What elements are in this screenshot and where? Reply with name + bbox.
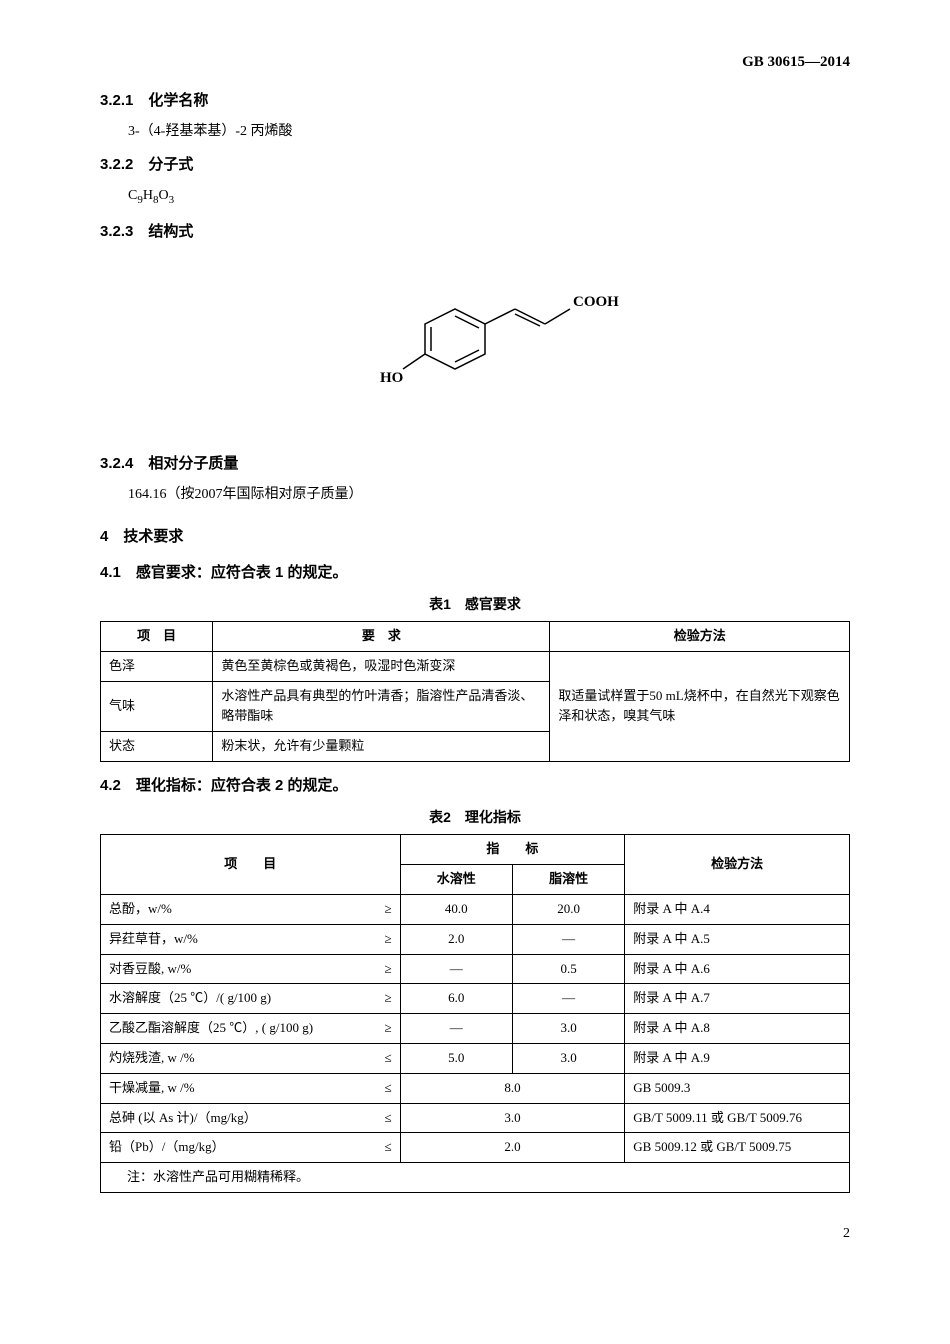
- section-title: 理化指标：应符合表 2 的规定。: [136, 777, 348, 794]
- table-2: 项 目 指 标 检验方法 水溶性 脂溶性 总酚，w/%≥ 40.0 20.0 附…: [100, 834, 850, 1193]
- cell: 附录 A 中 A.7: [625, 984, 850, 1014]
- section-3-2-1: 3.2.1 化学名称: [100, 89, 850, 113]
- th-req: 要 求: [213, 621, 550, 651]
- table-row: 干燥减量, w /%≤ 8.0 GB 5009.3: [101, 1073, 850, 1103]
- th-item: 项 目: [101, 621, 213, 651]
- cell: 0.5: [512, 954, 624, 984]
- th-spec: 指 标: [400, 835, 625, 865]
- section-num: 3.2.3: [100, 223, 133, 240]
- cell: 3.0: [512, 1014, 624, 1044]
- section-num: 4.1: [100, 564, 121, 581]
- cell: 40.0: [400, 894, 512, 924]
- cell: 乙酸乙酯溶解度（25 ℃）, ( g/100 g)≥: [101, 1014, 401, 1044]
- th-water: 水溶性: [400, 865, 512, 895]
- cell: 2.0: [400, 924, 512, 954]
- cell: 5.0: [400, 1043, 512, 1073]
- section-title: 分子式: [148, 156, 193, 173]
- cell: —: [400, 954, 512, 984]
- section-3-2-4: 3.2.4 相对分子质量: [100, 452, 850, 476]
- th-fat: 脂溶性: [512, 865, 624, 895]
- section-3-2-3: 3.2.3 结构式: [100, 220, 850, 244]
- cell: GB/T 5009.11 或 GB/T 5009.76: [625, 1103, 850, 1133]
- chemical-name-text: 3-（4-羟基苯基）-2 丙烯酸: [100, 121, 850, 143]
- cell: 干燥减量, w /%≤: [101, 1073, 401, 1103]
- cell: 附录 A 中 A.5: [625, 924, 850, 954]
- section-num: 3.2.1: [100, 92, 133, 109]
- cell: 附录 A 中 A.9: [625, 1043, 850, 1073]
- section-4: 4 技术要求: [100, 525, 850, 549]
- section-title: 感官要求：应符合表 1 的规定。: [136, 564, 348, 581]
- cell: 取适量试样置于50 mL烧杯中，在自然光下观察色泽和状态，嗅其气味: [550, 651, 850, 761]
- cell: 水溶解度（25 ℃）/( g/100 g)≥: [101, 984, 401, 1014]
- cell: 水溶性产品具有典型的竹叶清香；脂溶性产品清香淡、略带酯味: [213, 681, 550, 732]
- section-4-2: 4.2 理化指标：应符合表 2 的规定。: [100, 774, 850, 798]
- section-num: 3.2.2: [100, 156, 133, 173]
- table1-title: 表1 感官要求: [100, 593, 850, 615]
- section-4-1: 4.1 感官要求：应符合表 1 的规定。: [100, 561, 850, 585]
- cell: 色泽: [101, 651, 213, 681]
- cell: 总酚，w/%≥: [101, 894, 401, 924]
- table-row: 注：水溶性产品可用糊精稀释。: [101, 1163, 850, 1193]
- cell: 6.0: [400, 984, 512, 1014]
- table-row: 水溶解度（25 ℃）/( g/100 g)≥ 6.0 — 附录 A 中 A.7: [101, 984, 850, 1014]
- cell: 粉末状，允许有少量颗粒: [213, 732, 550, 762]
- cell: 20.0: [512, 894, 624, 924]
- chemical-structure: HO COOH: [100, 274, 850, 422]
- cell: 对香豆酸, w/%≥: [101, 954, 401, 984]
- standard-header: GB 30615—2014: [100, 50, 850, 74]
- cell: 气味: [101, 681, 213, 732]
- cell: 状态: [101, 732, 213, 762]
- structure-svg: HO COOH: [325, 274, 625, 414]
- section-3-2-2: 3.2.2 分子式: [100, 153, 850, 177]
- cell: —: [400, 1014, 512, 1044]
- section-title: 化学名称: [148, 92, 208, 109]
- table-footnote: 注：水溶性产品可用糊精稀释。: [101, 1163, 850, 1193]
- cell: 异荭草苷，w/%≥: [101, 924, 401, 954]
- cell: 2.0: [400, 1133, 625, 1163]
- cell: 黄色至黄棕色或黄褐色，吸湿时色渐变深: [213, 651, 550, 681]
- cell: —: [512, 924, 624, 954]
- cell: 铅（Pb）/（mg/kg）≤: [101, 1133, 401, 1163]
- table-row: 异荭草苷，w/%≥ 2.0 — 附录 A 中 A.5: [101, 924, 850, 954]
- molecular-weight-text: 164.16（按2007年国际相对原子质量）: [100, 484, 850, 506]
- table-1: 项 目 要 求 检验方法 色泽 黄色至黄棕色或黄褐色，吸湿时色渐变深 取适量试样…: [100, 621, 850, 762]
- th-item: 项 目: [101, 835, 401, 895]
- th-method: 检验方法: [550, 621, 850, 651]
- table-row: 铅（Pb）/（mg/kg）≤ 2.0 GB 5009.12 或 GB/T 500…: [101, 1133, 850, 1163]
- section-num: 3.2.4: [100, 455, 133, 472]
- cell: 附录 A 中 A.8: [625, 1014, 850, 1044]
- table-row: 乙酸乙酯溶解度（25 ℃）, ( g/100 g)≥ — 3.0 附录 A 中 …: [101, 1014, 850, 1044]
- section-num: 4: [100, 528, 108, 545]
- cell: 3.0: [512, 1043, 624, 1073]
- table-row: 灼烧残渣, w /%≤ 5.0 3.0 附录 A 中 A.9: [101, 1043, 850, 1073]
- table-row: 色泽 黄色至黄棕色或黄褐色，吸湿时色渐变深 取适量试样置于50 mL烧杯中，在自…: [101, 651, 850, 681]
- th-method: 检验方法: [625, 835, 850, 895]
- section-title: 相对分子质量: [148, 455, 238, 472]
- page-number: 2: [100, 1223, 850, 1245]
- section-title: 技术要求: [123, 528, 183, 545]
- cell: GB 5009.3: [625, 1073, 850, 1103]
- label-cooh: COOH: [573, 294, 619, 310]
- table-row: 总酚，w/%≥ 40.0 20.0 附录 A 中 A.4: [101, 894, 850, 924]
- cell: 附录 A 中 A.4: [625, 894, 850, 924]
- cell: 灼烧残渣, w /%≤: [101, 1043, 401, 1073]
- molecular-formula: C9H8O3: [100, 185, 850, 209]
- cell: GB 5009.12 或 GB/T 5009.75: [625, 1133, 850, 1163]
- cell: 总砷 (以 As 计)/（mg/kg）≤: [101, 1103, 401, 1133]
- table-row: 项 目 指 标 检验方法: [101, 835, 850, 865]
- cell: 8.0: [400, 1073, 625, 1103]
- cell: 附录 A 中 A.6: [625, 954, 850, 984]
- cell: 3.0: [400, 1103, 625, 1133]
- table2-title: 表2 理化指标: [100, 806, 850, 828]
- table-row: 总砷 (以 As 计)/（mg/kg）≤ 3.0 GB/T 5009.11 或 …: [101, 1103, 850, 1133]
- cell: —: [512, 984, 624, 1014]
- section-title: 结构式: [148, 223, 193, 240]
- table-row: 对香豆酸, w/%≥ — 0.5 附录 A 中 A.6: [101, 954, 850, 984]
- table-row: 项 目 要 求 检验方法: [101, 621, 850, 651]
- label-ho: HO: [380, 370, 403, 386]
- section-num: 4.2: [100, 777, 121, 794]
